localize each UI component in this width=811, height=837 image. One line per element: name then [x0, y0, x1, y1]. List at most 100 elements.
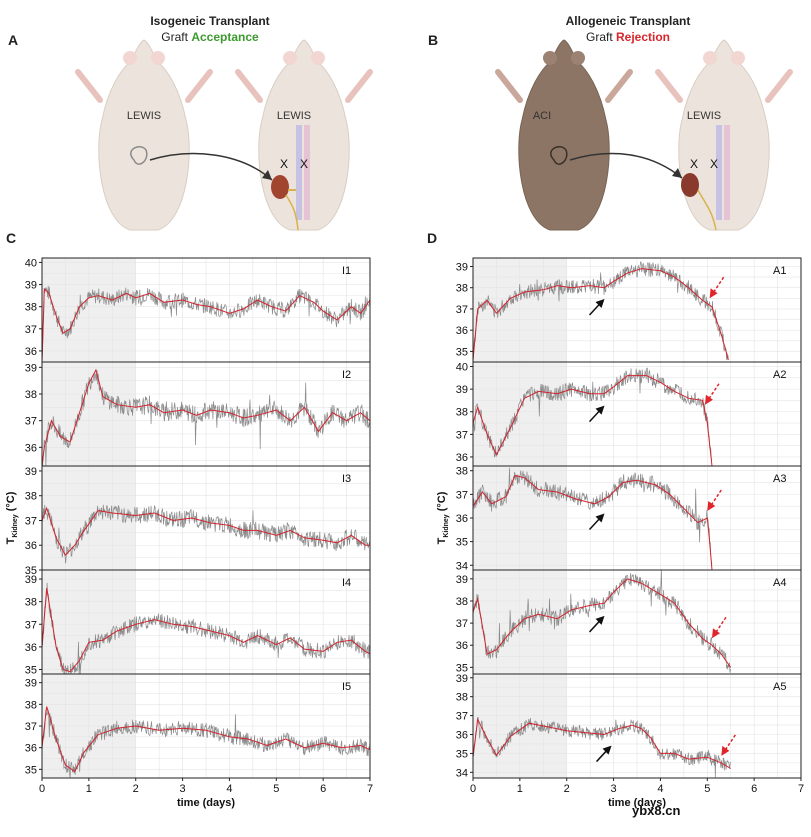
- y-tick-label: 37: [25, 721, 37, 733]
- red-arrowhead-icon: [711, 628, 720, 639]
- red-arrowhead-icon: [709, 288, 718, 299]
- donor-rat-icon: [75, 39, 213, 231]
- y-tick-label: 36: [25, 442, 37, 454]
- panel-letter-d: D: [427, 230, 438, 246]
- panel-a-title: Isogeneic Transplant: [150, 14, 270, 28]
- raw-temperature-trace: [472, 467, 713, 565]
- recipient-rat-icon: [235, 39, 373, 231]
- panel-b-subtitle: Graft Rejection: [585, 30, 671, 44]
- donor-rat-icon: [495, 39, 633, 231]
- y-tick-label: 39: [25, 574, 37, 586]
- subplot-i2: 36 37 38 39 I2: [25, 361, 371, 467]
- isogeneic-illustration: [75, 39, 373, 231]
- black-arrowhead-icon: [595, 615, 605, 625]
- panel-a-subtitle: Graft Acceptance: [161, 30, 259, 44]
- fitted-temperature-line: [41, 706, 371, 773]
- y-tick-label: 36: [25, 743, 37, 755]
- y-tick-label: 39: [456, 673, 468, 685]
- y-tick-label: 40: [25, 257, 37, 269]
- y-tick-label: 39: [456, 384, 468, 396]
- subplot-label: A2: [773, 369, 786, 381]
- y-tick-label: 37: [456, 618, 468, 630]
- y-tick-label: 37: [25, 515, 37, 527]
- y-tick-label: 34: [456, 767, 468, 779]
- panel-letter-a: A: [8, 32, 19, 48]
- x-tick-label: 0: [39, 783, 45, 795]
- transfer-arrow-icon: [149, 152, 273, 181]
- raw-temperature-trace: [41, 285, 371, 363]
- y-tick-label: 37: [25, 619, 37, 631]
- fitted-temperature-line: [472, 717, 731, 769]
- y-tick-label: 39: [25, 280, 37, 292]
- y-tick-label: 35: [25, 664, 37, 676]
- y-tick-label: 37: [25, 416, 37, 428]
- y-tick-label: 35: [25, 565, 37, 577]
- fitted-temperature-line: [41, 287, 371, 363]
- x-tick-label: 4: [657, 783, 663, 795]
- subplot-label: I1: [342, 265, 351, 277]
- y-tick-label: 40: [456, 362, 468, 374]
- y-tick-label: 38: [25, 491, 37, 503]
- x-tick-label: 6: [751, 783, 757, 795]
- panel-b-ligation-mark-1: X: [690, 157, 699, 171]
- subplot-label: I4: [342, 577, 351, 589]
- y-tick-label: 37: [456, 429, 468, 441]
- black-arrowhead-icon: [595, 299, 605, 309]
- y-tick-label: 38: [25, 302, 37, 314]
- y-tick-label: 39: [25, 678, 37, 690]
- y-tick-label: 35: [456, 537, 468, 549]
- fitted-temperature-line: [472, 268, 729, 361]
- y-tick-label: 37: [25, 324, 37, 336]
- panel-letter-b: B: [428, 32, 439, 48]
- panel-a-ligation-mark-1: X: [280, 157, 289, 171]
- subplot-a4: 35 36 37 38 39 A4: [456, 569, 802, 675]
- red-arrowhead-icon: [721, 745, 730, 756]
- recipient-rat-icon: [655, 39, 793, 231]
- x-tick-label: 2: [133, 783, 139, 795]
- red-arrow-icon: [713, 616, 727, 636]
- panel-letter-c: C: [6, 230, 17, 246]
- y-tick-label: 35: [25, 764, 37, 776]
- fitted-temperature-line: [472, 578, 732, 668]
- plot-frame: [472, 673, 802, 779]
- raw-temperature-trace: [472, 367, 713, 461]
- allogeneic-illustration: [495, 39, 793, 231]
- x-tick-label: 6: [320, 783, 326, 795]
- transfer-arrow-icon: [569, 152, 683, 179]
- fitted-temperature-line: [41, 368, 371, 467]
- raw-temperature-trace: [41, 709, 371, 779]
- y-tick-label: 38: [456, 596, 468, 608]
- panel-a-recipient-label: LEWIS: [276, 110, 312, 122]
- subplot-i5: 35 36 37 38 39 I5 0 1 2 3 4 5 6 7 time (days): [25, 673, 373, 809]
- subplot-i3: 35 36 37 38 39 I3: [25, 465, 371, 577]
- fitted-temperature-line: [472, 375, 713, 467]
- y-tick-label: 36: [456, 513, 468, 525]
- y-tick-label: 34: [456, 560, 468, 572]
- panel-b-donor-label: ACI: [532, 110, 552, 122]
- y-tick-label: 39: [25, 362, 37, 374]
- y-tick-label: 39: [456, 574, 468, 586]
- y-axis-label: TKidney (°C): [5, 491, 19, 544]
- subplot-i4: 35 36 37 38 39 I4: [25, 569, 371, 676]
- subplot-a3: 34 35 36 37 38 A3: [456, 465, 802, 572]
- y-tick-label: 38: [456, 466, 468, 478]
- x-tick-label: 5: [704, 783, 710, 795]
- raw-temperature-trace: [41, 582, 371, 675]
- x-axis-label: time (days): [177, 797, 235, 809]
- x-tick-label: 3: [611, 783, 617, 795]
- chart-panel-c: 3637383940I136373839I23536373839I3353637…: [5, 257, 373, 809]
- red-arrowhead-icon: [707, 501, 716, 511]
- y-tick-label: 36: [25, 642, 37, 654]
- raw-temperature-trace: [472, 716, 731, 779]
- x-tick-label: 1: [86, 783, 92, 795]
- subplot-label: A1: [773, 265, 786, 277]
- watermark: ybx8.cn: [632, 803, 681, 818]
- fitted-temperature-line: [41, 588, 371, 673]
- y-tick-label: 37: [456, 304, 468, 316]
- x-tick-label: 7: [798, 783, 804, 795]
- subplot-a1: 35 36 37 38 39 A1: [456, 257, 802, 363]
- y-tick-label: 38: [25, 699, 37, 711]
- x-tick-label: 7: [367, 783, 373, 795]
